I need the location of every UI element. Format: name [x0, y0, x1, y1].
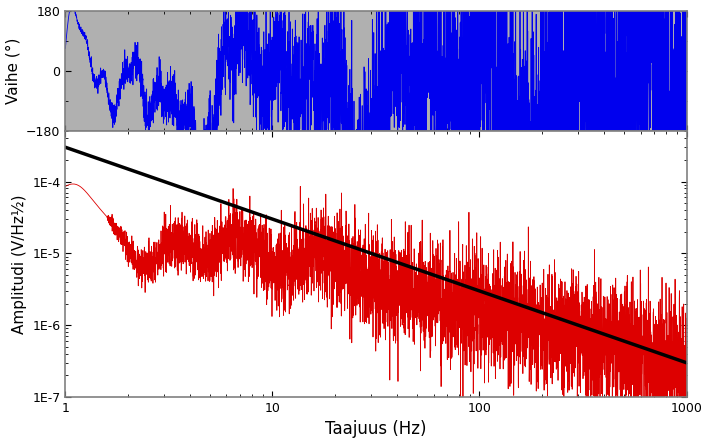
Y-axis label: Vaihe (°): Vaihe (°)	[6, 38, 21, 104]
Y-axis label: Amplitudi (V/Hz½): Amplitudi (V/Hz½)	[11, 194, 27, 334]
X-axis label: Taajuus (Hz): Taajuus (Hz)	[325, 420, 427, 438]
